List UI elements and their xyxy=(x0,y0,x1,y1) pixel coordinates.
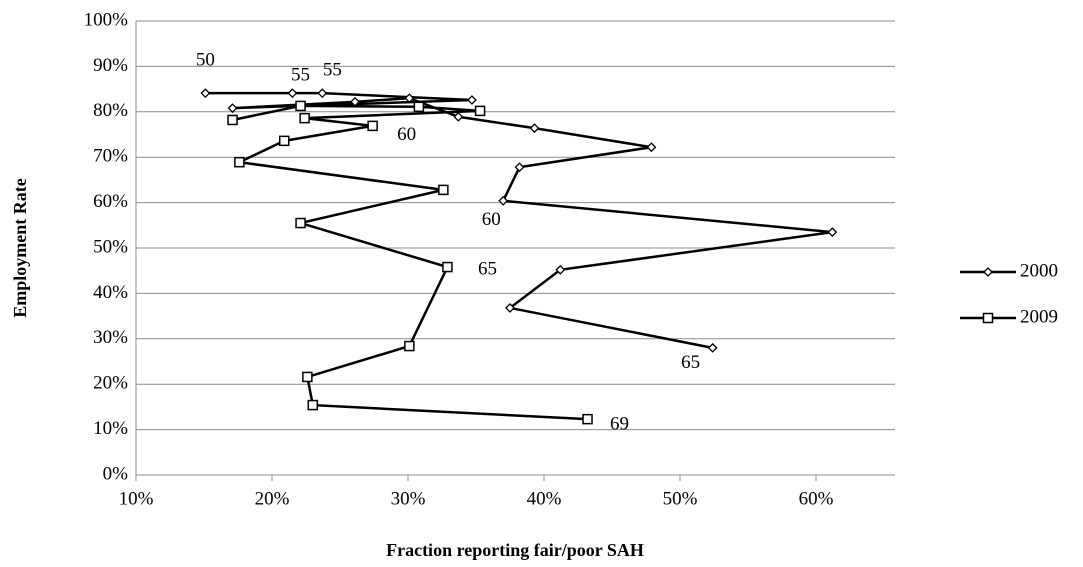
data-point xyxy=(646,142,657,153)
data-point xyxy=(514,162,525,173)
y-tick-label: 20% xyxy=(93,373,128,394)
y-tick-label: 30% xyxy=(93,327,128,348)
data-point xyxy=(200,88,211,99)
data-point xyxy=(307,399,319,411)
data-point xyxy=(442,261,453,273)
annotation: 50 xyxy=(196,50,215,71)
annotation: 65 xyxy=(681,352,700,373)
y-tick-label: 40% xyxy=(93,282,128,303)
data-point xyxy=(227,103,238,114)
legend-marker xyxy=(982,312,994,324)
data-point xyxy=(505,303,515,313)
data-point xyxy=(529,123,540,134)
x-tick-label: 60% xyxy=(799,488,834,509)
data-point xyxy=(367,120,378,132)
data-point xyxy=(278,135,290,147)
data-point xyxy=(227,114,238,126)
x-tick-label: 30% xyxy=(391,488,426,509)
data-point xyxy=(498,195,509,206)
data-point xyxy=(413,101,425,113)
y-tick-label: 50% xyxy=(93,236,128,257)
annotation: 60 xyxy=(482,209,501,230)
y-tick-label: 60% xyxy=(93,191,128,212)
data-point xyxy=(295,100,306,112)
legend-marker xyxy=(983,267,993,277)
data-point xyxy=(234,156,245,168)
annotation: 69 xyxy=(610,414,629,435)
x-tick-label: 50% xyxy=(663,488,698,509)
x-tick-label: 10% xyxy=(119,488,154,509)
data-point xyxy=(474,105,486,117)
data-point xyxy=(299,112,310,124)
series-line xyxy=(205,91,833,350)
series-line xyxy=(232,104,588,421)
y-tick-label: 0% xyxy=(103,463,129,484)
data-point xyxy=(453,111,464,122)
annotation: 60 xyxy=(397,124,416,145)
x-tick-label: 20% xyxy=(255,488,290,509)
y-tick-label: 70% xyxy=(93,146,128,167)
data-point xyxy=(404,340,415,352)
data-point xyxy=(438,184,449,196)
data-point xyxy=(287,88,298,99)
y-tick-label: 90% xyxy=(93,55,128,76)
data-point xyxy=(317,88,328,99)
y-tick-label: 80% xyxy=(93,100,128,121)
annotation: 55 xyxy=(291,64,310,85)
data-point xyxy=(467,95,477,105)
data-point xyxy=(295,217,306,229)
x-tick-label: 40% xyxy=(527,488,562,509)
data-point xyxy=(827,227,838,238)
data-point xyxy=(707,342,718,353)
y-axis-title: Employment Rate xyxy=(10,178,30,317)
x-axis-title: Fraction reporting fair/poor SAH xyxy=(386,540,644,560)
data-point xyxy=(404,93,415,104)
y-tick-label: 10% xyxy=(93,418,128,439)
data-point xyxy=(302,371,313,383)
legend-label: 2009 xyxy=(1020,306,1058,327)
annotation: 55 xyxy=(323,60,342,81)
annotation: 65 xyxy=(478,258,497,279)
y-tick-label: 100% xyxy=(84,9,129,30)
data-point xyxy=(582,413,593,425)
legend-label: 2000 xyxy=(1020,260,1058,281)
data-point xyxy=(555,264,566,275)
